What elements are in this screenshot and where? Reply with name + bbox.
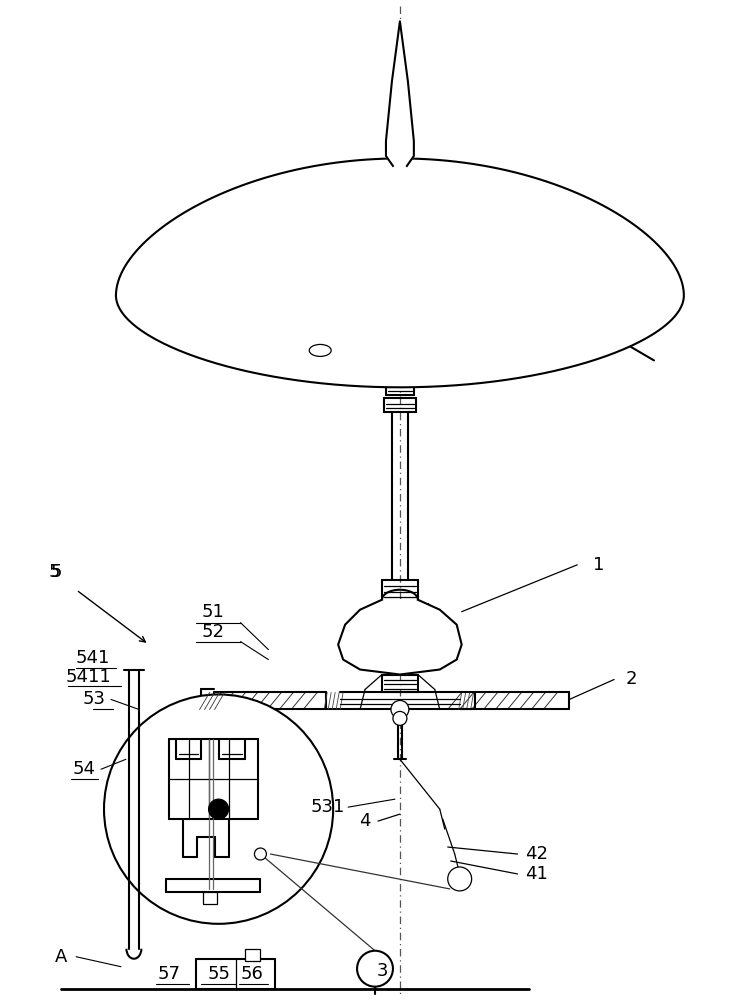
Text: 55: 55 [207,965,230,983]
Text: 54: 54 [73,760,95,778]
Text: 42: 42 [525,845,548,863]
Polygon shape [116,158,684,387]
Bar [246,949,261,961]
Text: 4: 4 [359,812,371,830]
Text: 51: 51 [201,603,224,621]
Text: 531: 531 [311,798,345,816]
Circle shape [104,694,333,924]
Circle shape [448,867,472,891]
Text: 3: 3 [376,962,388,980]
Ellipse shape [309,344,331,356]
Circle shape [391,700,409,718]
Text: 57: 57 [157,965,180,983]
Text: 53: 53 [83,690,106,708]
Circle shape [357,951,393,987]
Text: A: A [55,948,68,966]
Text: 5: 5 [49,563,60,581]
Text: 1: 1 [593,556,605,574]
Polygon shape [338,600,462,675]
Circle shape [209,799,228,819]
Text: 52: 52 [201,623,224,641]
Circle shape [255,848,267,860]
Text: 41: 41 [525,865,547,883]
Text: 2: 2 [626,670,637,688]
Text: 56: 56 [241,965,264,983]
Circle shape [393,711,407,725]
Text: 5: 5 [50,563,62,581]
Text: 5411: 5411 [65,668,111,686]
Polygon shape [386,21,414,166]
Bar [203,892,216,904]
Text: 541: 541 [76,649,110,667]
